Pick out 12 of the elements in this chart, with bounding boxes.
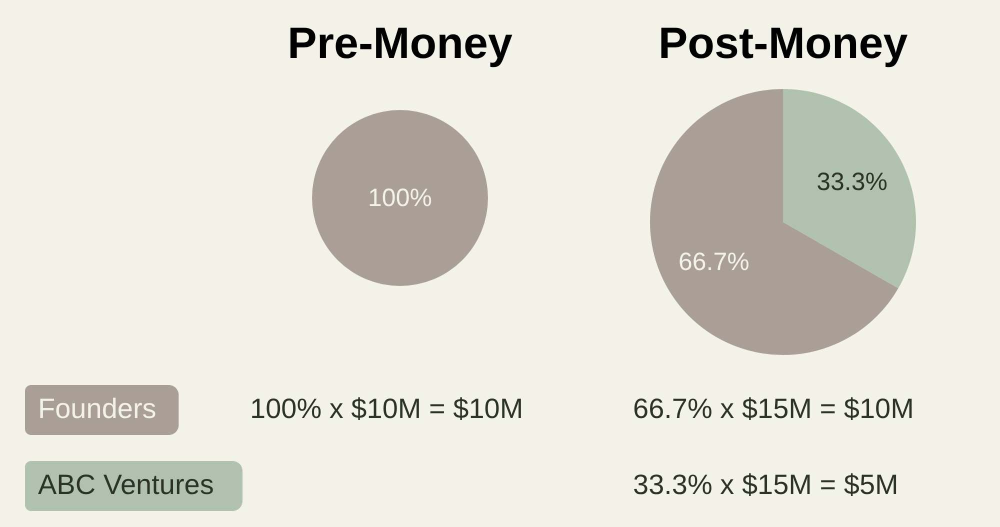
legend-label: Founders — [38, 393, 156, 424]
text: 66.7% x $15M = $10M — [633, 393, 914, 424]
legend-label: ABC Ventures — [38, 469, 214, 500]
data-label: 33.3% — [816, 168, 888, 196]
data-label: 66.7% — [678, 248, 750, 276]
chart-title: Pre-Money — [288, 19, 513, 68]
text: 100% x $10M = $10M — [250, 393, 524, 424]
pie-slice — [650, 89, 898, 355]
pie-slice — [783, 89, 916, 288]
text: 33.3% x $15M = $5M — [633, 469, 898, 500]
data-label: 100% — [368, 184, 432, 212]
chart-title: Post-Money — [658, 19, 908, 68]
